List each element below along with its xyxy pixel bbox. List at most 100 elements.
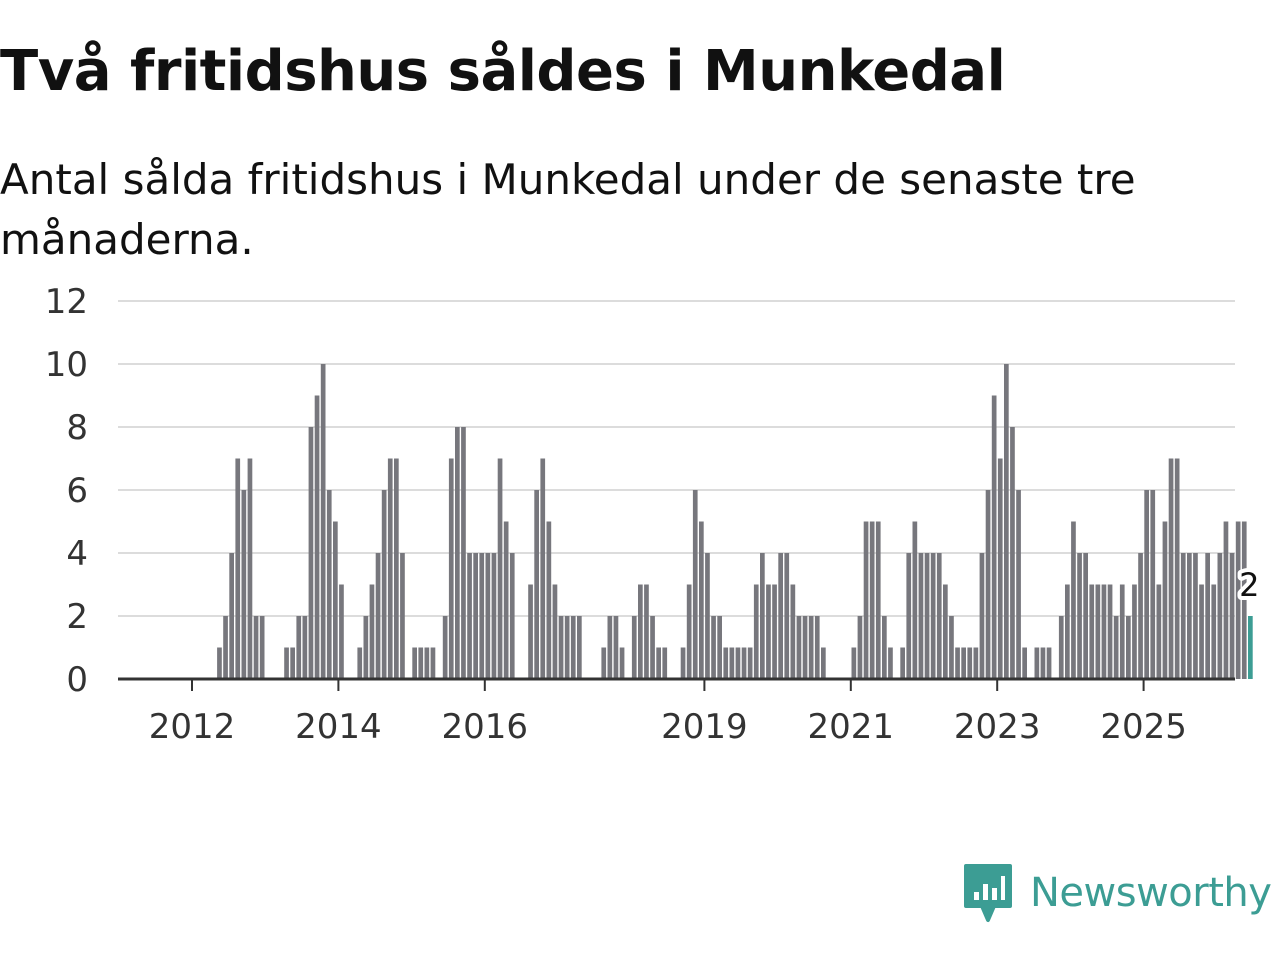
bar (753, 584, 759, 679)
x-tick-label-2016: 2016 (442, 707, 529, 747)
bar (1016, 490, 1021, 679)
bar (473, 553, 478, 679)
bar (796, 616, 802, 679)
bar (851, 647, 857, 679)
bar (1211, 584, 1217, 679)
bar (509, 553, 515, 679)
bar (979, 553, 985, 679)
bar (656, 647, 661, 679)
bar (430, 647, 436, 679)
bar (577, 616, 582, 679)
chart-subtitle: Antal sålda fritidshus i Munkedal under … (0, 155, 1136, 264)
chart-title: Två fritidshus såldes i Munkedal (0, 39, 1006, 104)
bar (790, 584, 796, 679)
bar (644, 584, 649, 679)
bar (638, 584, 643, 679)
bar (564, 616, 570, 679)
bar (875, 521, 881, 679)
x-tick-label-2025: 2025 (1100, 707, 1187, 747)
y-tick-label-12: 12 (45, 282, 88, 322)
bar (619, 647, 625, 679)
bar (1010, 427, 1015, 679)
bar (375, 553, 381, 679)
bar (705, 553, 710, 679)
bar (1174, 458, 1180, 679)
bar (601, 647, 607, 679)
bar (333, 521, 338, 679)
bar (1126, 616, 1131, 679)
bar-highlight (1248, 616, 1253, 679)
bar (339, 584, 344, 679)
newsworthy-logo-text: Newsworthy (1030, 870, 1272, 916)
bar (467, 553, 472, 679)
bar (424, 647, 430, 679)
y-tick-label-6: 6 (66, 471, 88, 511)
bar (1168, 458, 1174, 679)
bar (1077, 553, 1082, 679)
bar (229, 553, 234, 679)
bar (772, 584, 777, 679)
bar (1223, 521, 1229, 679)
bar (936, 553, 942, 679)
bar (1229, 553, 1235, 679)
bar (1138, 553, 1143, 679)
y-tick-label-8: 8 (66, 408, 88, 448)
bar (869, 521, 875, 679)
bar (314, 395, 320, 679)
bar (930, 553, 936, 679)
bar (479, 553, 485, 679)
gridlines (118, 300, 1235, 617)
bar (442, 616, 448, 679)
y-tick-label-10: 10 (45, 345, 88, 385)
bar (692, 490, 698, 679)
bar (1101, 584, 1107, 679)
bar (784, 553, 790, 679)
bar (223, 616, 228, 679)
bar (357, 647, 363, 679)
labels: 0 2 4 6 8 10 12 2012 2014 2016 2019 2021 2023 2025 2 (45, 282, 1264, 747)
bar (552, 584, 558, 679)
bar (1113, 616, 1119, 679)
bar (1040, 647, 1046, 679)
bar (760, 553, 765, 679)
bar (418, 647, 424, 679)
bar (711, 616, 716, 679)
bar (973, 647, 979, 679)
bar (1065, 584, 1070, 679)
bar (967, 647, 973, 679)
bar (943, 584, 948, 679)
bar (1156, 584, 1162, 679)
bar (814, 616, 820, 679)
bar (631, 616, 637, 679)
bar (723, 647, 729, 679)
bar (949, 616, 954, 679)
x-tick-label-2021: 2021 (808, 707, 895, 747)
bar (497, 458, 503, 679)
bar (400, 553, 405, 679)
bar (699, 521, 704, 679)
bar (1071, 521, 1076, 679)
bar (747, 647, 753, 679)
bar (381, 490, 387, 679)
bar (363, 616, 369, 679)
bar (284, 647, 289, 679)
bar (253, 616, 259, 679)
bar (235, 458, 241, 679)
bar (485, 553, 491, 679)
bar (888, 647, 893, 679)
bar (570, 616, 576, 679)
bar (918, 553, 924, 679)
bar (448, 458, 454, 679)
bar (534, 490, 539, 679)
bar (394, 458, 399, 679)
bar (247, 458, 253, 679)
bar (302, 616, 308, 679)
x-tick-label-2023: 2023 (954, 707, 1041, 747)
bar (1046, 647, 1052, 679)
bar (1132, 584, 1137, 679)
bar (1235, 521, 1241, 679)
bar (491, 553, 497, 679)
bar (741, 647, 747, 679)
bar (912, 521, 918, 679)
x-tick-label-2014: 2014 (295, 707, 382, 747)
